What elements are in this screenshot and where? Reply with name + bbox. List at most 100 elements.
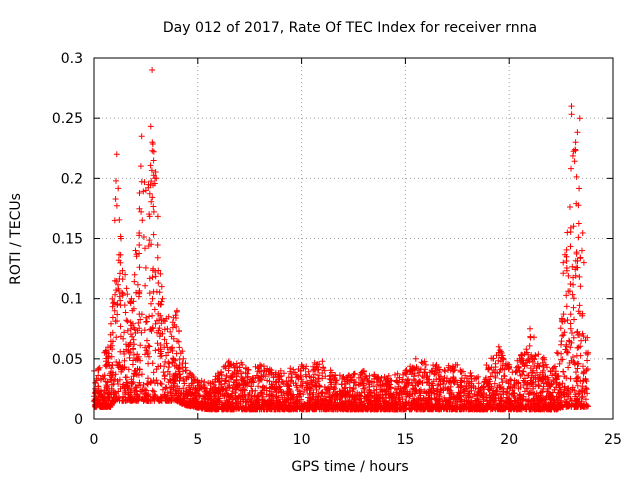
data-point	[572, 272, 579, 279]
data-point	[297, 372, 304, 379]
data-point	[569, 291, 576, 298]
data-point	[161, 336, 168, 343]
data-point	[499, 355, 506, 362]
data-point-peak	[225, 358, 232, 365]
data-point	[575, 344, 582, 351]
data-point	[468, 372, 475, 379]
data-point	[303, 363, 310, 370]
data-point	[109, 295, 116, 302]
data-point	[456, 390, 463, 397]
data-point	[157, 330, 164, 337]
data-point	[467, 373, 474, 380]
data-point	[143, 347, 150, 354]
data-point	[461, 397, 468, 404]
data-point	[563, 267, 570, 274]
data-point	[495, 349, 502, 356]
data-point	[575, 360, 582, 367]
data-point	[249, 397, 255, 403]
data-point	[457, 377, 464, 384]
data-point	[129, 380, 136, 387]
data-point	[560, 270, 567, 277]
data-point	[154, 213, 161, 220]
data-point	[163, 340, 170, 347]
data-point	[117, 333, 124, 340]
data-point	[263, 384, 270, 391]
data-point	[284, 396, 291, 403]
data-point	[547, 396, 554, 403]
data-point	[526, 342, 533, 349]
data-point	[150, 157, 157, 164]
data-point	[235, 393, 242, 400]
data-point	[245, 366, 251, 373]
data-point	[210, 390, 217, 397]
data-point	[455, 391, 462, 398]
data-point	[441, 394, 448, 401]
data-point	[112, 371, 119, 378]
data-point	[494, 405, 501, 412]
data-point	[255, 394, 262, 400]
data-point	[277, 402, 284, 409]
data-point	[573, 250, 580, 257]
data-point	[95, 372, 102, 379]
data-point	[517, 384, 524, 391]
data-point	[467, 399, 474, 406]
data-point	[270, 399, 277, 406]
data-point	[176, 387, 183, 394]
data-point	[288, 399, 295, 406]
data-point	[415, 367, 422, 374]
data-point	[348, 406, 355, 412]
data-point	[114, 302, 121, 308]
data-point	[573, 200, 580, 207]
data-point	[161, 372, 168, 379]
data-point	[157, 346, 164, 353]
data-point	[388, 394, 395, 401]
data-point-peak	[118, 235, 124, 242]
data-point	[141, 327, 148, 334]
data-point	[561, 329, 568, 336]
data-point	[311, 366, 318, 373]
data-point	[377, 378, 384, 385]
data-point	[146, 343, 153, 350]
data-point	[115, 281, 121, 288]
data-point	[334, 391, 341, 398]
data-point	[123, 317, 130, 324]
data-point	[150, 231, 157, 238]
data-point	[573, 173, 580, 180]
data-point	[222, 390, 229, 397]
data-point	[326, 375, 333, 382]
data-point	[409, 385, 416, 392]
data-point	[515, 380, 522, 387]
data-point	[393, 378, 400, 385]
data-point	[121, 302, 128, 309]
data-point	[450, 378, 457, 385]
data-point	[563, 258, 570, 264]
data-point	[521, 378, 528, 385]
data-point	[369, 405, 376, 412]
data-point	[149, 312, 156, 319]
plot-frame	[93, 57, 614, 420]
data-point	[583, 385, 589, 392]
data-point	[525, 351, 532, 358]
data-point	[558, 317, 565, 324]
data-point	[495, 357, 502, 364]
data-point	[572, 361, 578, 368]
data-point	[392, 371, 398, 378]
data-point	[124, 318, 131, 325]
data-point	[327, 367, 334, 374]
data-point	[285, 374, 292, 381]
data-point	[124, 397, 130, 403]
data-point	[328, 383, 335, 390]
data-point	[320, 365, 327, 371]
data-point	[371, 371, 378, 378]
data-point	[540, 404, 547, 411]
data-point	[462, 372, 469, 379]
data-point	[117, 259, 124, 266]
data-point	[457, 384, 464, 391]
data-point	[127, 298, 133, 305]
data-point	[567, 243, 574, 250]
data-point	[244, 373, 251, 380]
data-point	[131, 396, 138, 403]
data-point	[174, 398, 181, 405]
data-point	[460, 405, 467, 412]
data-point	[194, 404, 201, 411]
